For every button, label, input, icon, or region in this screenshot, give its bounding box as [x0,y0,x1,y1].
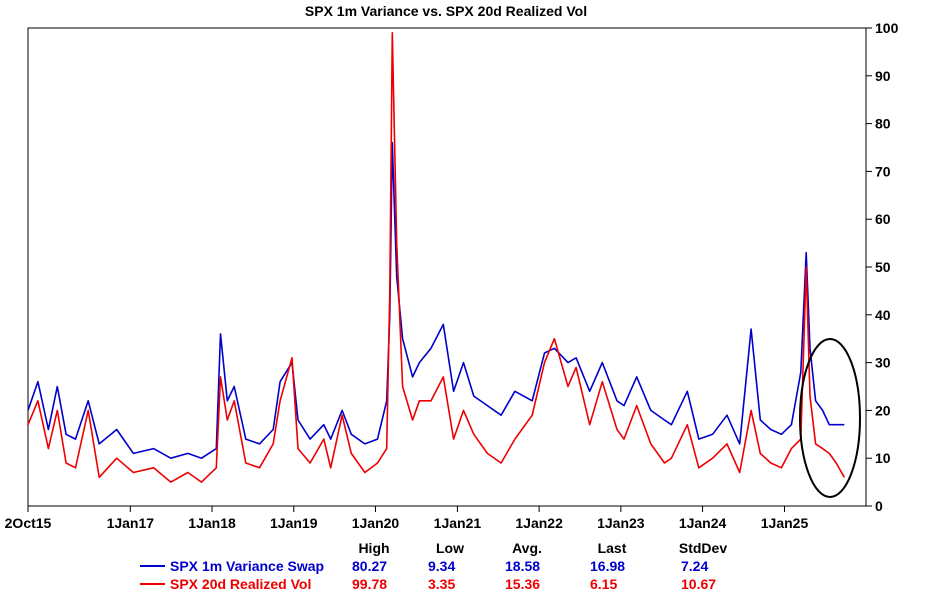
x-tick-label: 1Jan20 [352,515,400,531]
stats-value: 99.78 [352,576,387,592]
stats-value: 9.34 [428,558,455,574]
stats-table: High Low Avg. Last StdDev SPX 1m Variance Swa… [140,540,727,592]
x-tick-label: 2Oct15 [5,515,52,531]
stats-header: High [358,540,389,556]
y-tick-label: 80 [875,116,891,132]
stats-value: 6.15 [590,576,617,592]
y-tick-label: 70 [875,163,891,179]
legend-label: SPX 20d Realized Vol [170,576,311,592]
x-tick-label: 1Jan18 [188,515,236,531]
y-tick-label: 50 [875,259,891,275]
y-tick-label: 0 [875,498,883,514]
highlight-ellipse [799,338,861,498]
y-tick-label: 10 [875,450,891,466]
y-tick-label: 20 [875,402,891,418]
chart-title: SPX 1m Variance vs. SPX 20d Realized Vol [305,3,587,19]
x-axis: 2Oct15 1Jan17 1Jan18 1Jan19 1Jan20 1Jan21 1Jan… [5,506,809,531]
stats-value: 3.35 [428,576,455,592]
stats-header: StdDev [679,540,727,556]
stats-value: 80.27 [352,558,387,574]
stats-value: 15.36 [505,576,540,592]
stats-value: 10.67 [681,576,716,592]
stats-header: Avg. [512,540,542,556]
x-tick-label: 1Jan24 [679,515,727,531]
y-axis: 0 10 20 30 40 50 60 70 80 90 100 [866,20,899,514]
y-tick-label: 60 [875,211,891,227]
x-tick-label: 1Jan17 [107,515,155,531]
y-tick-label: 30 [875,355,891,371]
stats-value: 18.58 [505,558,540,574]
x-tick-label: 1Jan22 [515,515,563,531]
x-tick-label: 1Jan23 [597,515,645,531]
y-tick-label: 100 [875,20,899,36]
series-line-realized-vol [27,31,845,483]
x-tick-label: 1Jan21 [434,515,482,531]
legend-label: SPX 1m Variance Swap [170,558,324,574]
x-tick-label: 1Jan25 [761,515,809,531]
stats-header: Low [436,540,464,556]
y-tick-label: 40 [875,307,891,323]
stats-value: 16.98 [590,558,625,574]
series-line-variance-swap [27,141,845,460]
y-tick-label: 90 [875,68,891,84]
stats-header: Last [598,540,627,556]
x-tick-label: 1Jan19 [270,515,318,531]
stats-value: 7.24 [681,558,708,574]
series-layer [27,31,845,483]
